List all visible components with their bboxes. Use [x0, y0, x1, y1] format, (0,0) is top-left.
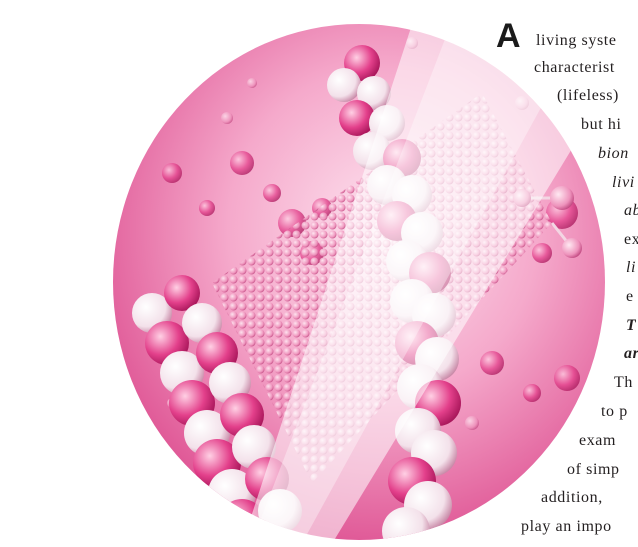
text-line-6: livi	[612, 174, 635, 191]
text-line-16: of simp	[567, 461, 620, 478]
text-line-1: living syste	[536, 32, 617, 49]
text-line-5: bion	[598, 145, 629, 162]
text-line-2: characterist	[534, 59, 615, 76]
text-line-15: exam	[579, 432, 617, 449]
drop-cap: A	[496, 17, 521, 55]
text-line-8: ex	[624, 231, 638, 248]
text-line-3: (lifeless)	[557, 87, 619, 104]
text-line-14: to p	[601, 403, 628, 420]
text-line-17: addition,	[541, 489, 603, 506]
text-line-13: Th	[614, 374, 633, 391]
text-line-10: e	[626, 288, 634, 305]
text-line-9: li	[626, 259, 637, 276]
text-line-11: T	[626, 317, 637, 334]
text-line-7: ab	[624, 202, 638, 219]
dna-molecule-illustration-icon	[113, 24, 605, 540]
biomolecule-illustration	[112, 23, 606, 541]
text-line-18: play an impo	[521, 518, 612, 535]
text-line-12: ar	[624, 345, 638, 362]
text-line-4: but hi	[581, 116, 622, 133]
